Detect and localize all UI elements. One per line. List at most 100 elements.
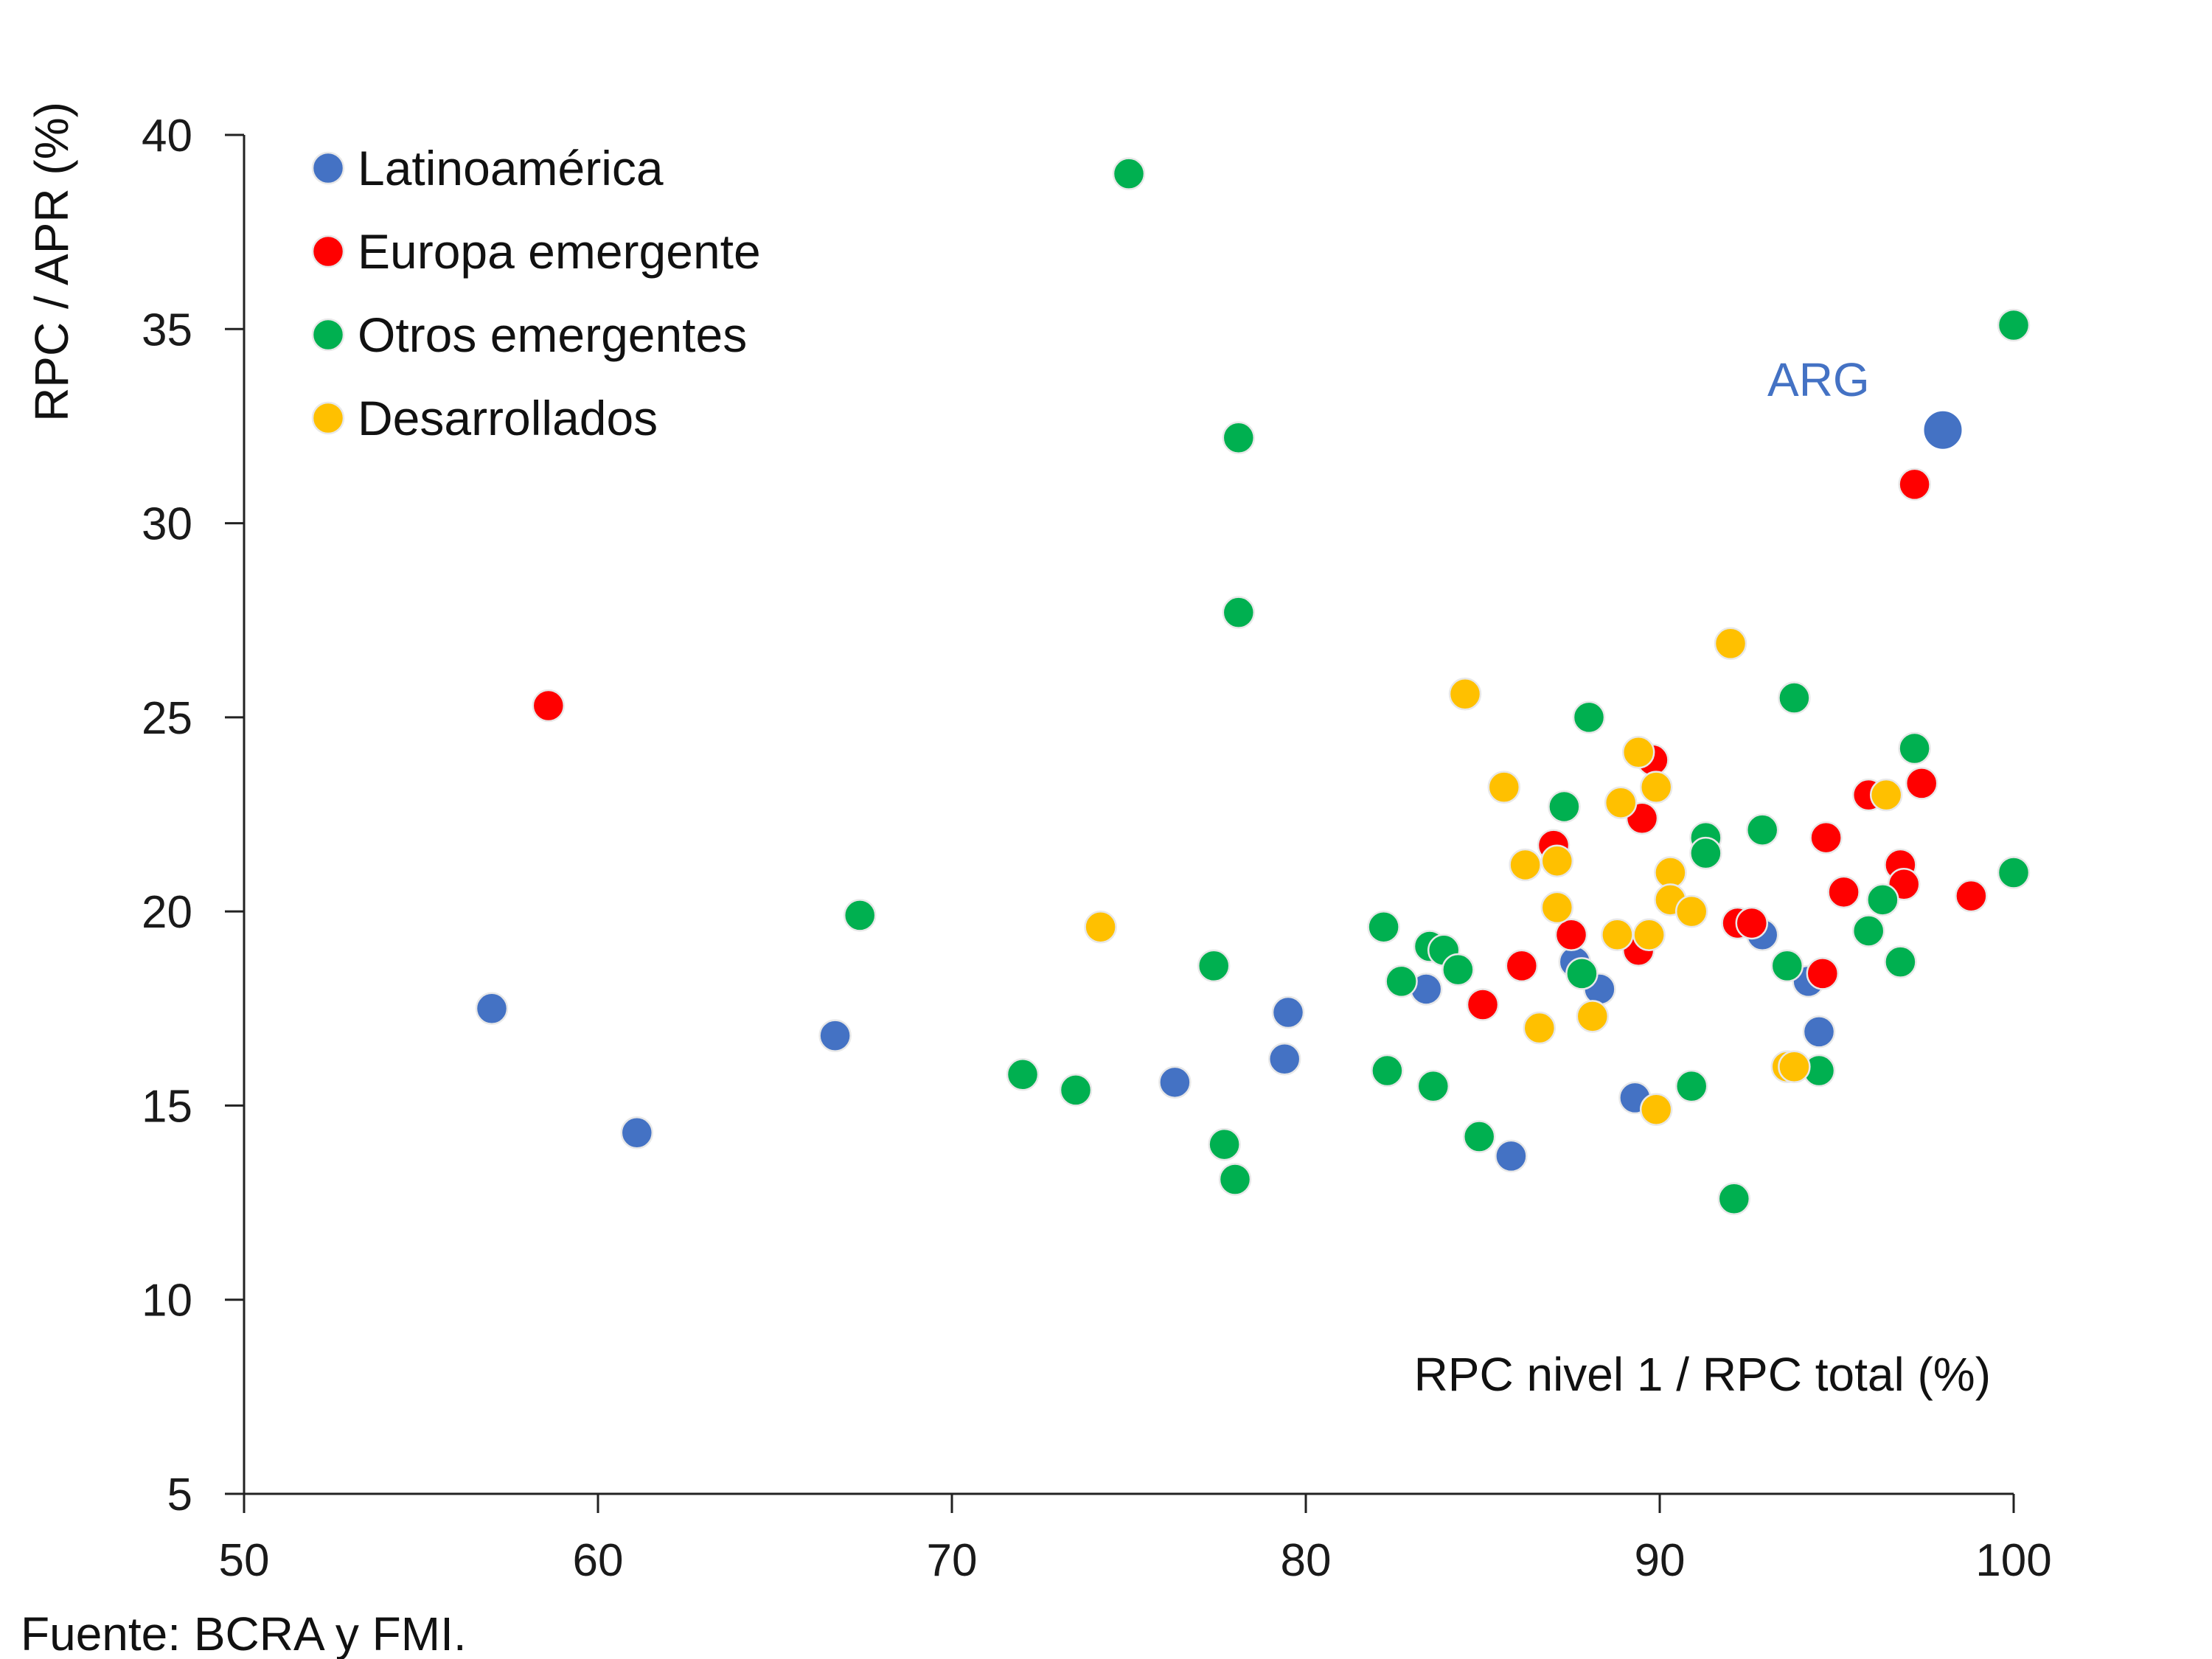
x-tick-label: 90 [1635, 1535, 1686, 1586]
data-point [1371, 1054, 1404, 1088]
data-points [475, 157, 2031, 1216]
data-point [1770, 949, 1804, 983]
data-point [1462, 1120, 1496, 1153]
legend-marker [311, 234, 345, 268]
y-tick-label: 35 [142, 305, 192, 355]
x-axis-title: RPC nivel 1 / RPC total (%) [1414, 1348, 1991, 1401]
legend-marker [311, 151, 345, 185]
data-point [1674, 894, 1708, 928]
series-2 [843, 157, 2031, 1216]
data-point [1621, 735, 1655, 769]
y-tick-label: 10 [142, 1276, 192, 1326]
data-point [1809, 821, 1843, 855]
source-note: Fuente: BCRA y FMI. [21, 1607, 467, 1659]
legend-label: Desarrollados [358, 391, 658, 445]
data-point [1540, 891, 1574, 925]
y-tick-label: 40 [142, 111, 192, 161]
data-point [1866, 883, 1899, 917]
legend-label: Otros emergentes [358, 307, 747, 362]
data-point [1565, 957, 1599, 990]
data-point [843, 899, 877, 932]
data-point [1112, 157, 1146, 190]
data-point [1778, 1050, 1811, 1084]
highlight-group: ARG [1767, 353, 1964, 451]
x-tick-label: 100 [1975, 1535, 2051, 1586]
data-point [1548, 790, 1581, 824]
legend: Latinoamérica Europa emergente Otros emerg… [311, 141, 761, 445]
data-point [1632, 918, 1666, 951]
data-point [1197, 949, 1231, 983]
data-point [1997, 308, 2031, 342]
y-tick-label: 5 [167, 1470, 192, 1520]
arg-highlight-point [1921, 408, 1964, 451]
data-point [475, 992, 509, 1026]
data-point [1639, 771, 1673, 804]
data-point [1869, 778, 1903, 812]
data-point [1955, 879, 1988, 913]
y-tick-label: 20 [142, 887, 192, 938]
y-ticks: 5 10 15 20 25 30 35 40 [142, 111, 244, 1520]
data-point [1006, 1058, 1040, 1091]
data-point [1714, 627, 1747, 661]
legend-marker [311, 318, 345, 352]
data-point [1208, 1127, 1241, 1161]
data-point [1639, 1093, 1673, 1126]
data-point [1385, 964, 1418, 998]
data-point [1554, 918, 1588, 951]
data-point [1572, 700, 1606, 734]
data-point [818, 1019, 852, 1052]
data-point [1997, 856, 2031, 889]
x-tick-label: 60 [573, 1535, 624, 1586]
data-point [1745, 813, 1779, 846]
data-point [1604, 786, 1638, 819]
data-point [1084, 910, 1117, 944]
data-point [1441, 953, 1475, 987]
data-point [532, 689, 566, 723]
data-point [1222, 421, 1256, 454]
x-tick-label: 50 [219, 1535, 270, 1586]
data-point [1802, 1015, 1836, 1048]
data-point [1466, 988, 1500, 1021]
data-point [1158, 1065, 1192, 1099]
data-point [1851, 914, 1885, 947]
data-point [1271, 995, 1305, 1029]
data-point [1540, 844, 1574, 877]
x-tick-label: 70 [927, 1535, 978, 1586]
legend-marker [311, 401, 345, 435]
data-point [1778, 681, 1811, 714]
x-tick-label: 80 [1281, 1535, 1332, 1586]
data-point [1505, 949, 1539, 983]
data-point [1884, 945, 1917, 978]
data-point [1674, 1069, 1708, 1103]
data-point [1416, 1069, 1450, 1103]
data-point [1509, 848, 1542, 882]
data-point [1367, 910, 1400, 944]
series-3 [1084, 627, 1903, 1126]
y-axis-title: RPC / APR (%) [25, 102, 78, 422]
data-point [1267, 1042, 1301, 1076]
series-1 [532, 467, 1988, 1021]
axes: 5 10 15 20 25 30 35 40 50 60 70 80 90 100 [142, 111, 2052, 1586]
data-point [1806, 957, 1840, 990]
data-point [1905, 767, 1938, 800]
data-point [1059, 1074, 1093, 1107]
data-point [1827, 875, 1860, 909]
data-point [1898, 467, 1931, 501]
y-tick-label: 30 [142, 499, 192, 550]
legend-label: Latinoamérica [358, 141, 664, 195]
data-point [1523, 1011, 1557, 1045]
data-point [1495, 1139, 1528, 1173]
data-point [1689, 836, 1722, 870]
data-point [1487, 771, 1521, 804]
data-point [1576, 1000, 1610, 1033]
arg-label: ARG [1767, 353, 1870, 406]
legend-label: Europa emergente [358, 224, 761, 279]
x-ticks: 50 60 70 80 90 100 [219, 1494, 2052, 1586]
data-point [1218, 1163, 1252, 1196]
data-point [1222, 596, 1256, 629]
data-point [1735, 906, 1769, 940]
y-tick-label: 25 [142, 693, 192, 744]
y-tick-label: 15 [142, 1081, 192, 1132]
data-point [620, 1116, 654, 1150]
